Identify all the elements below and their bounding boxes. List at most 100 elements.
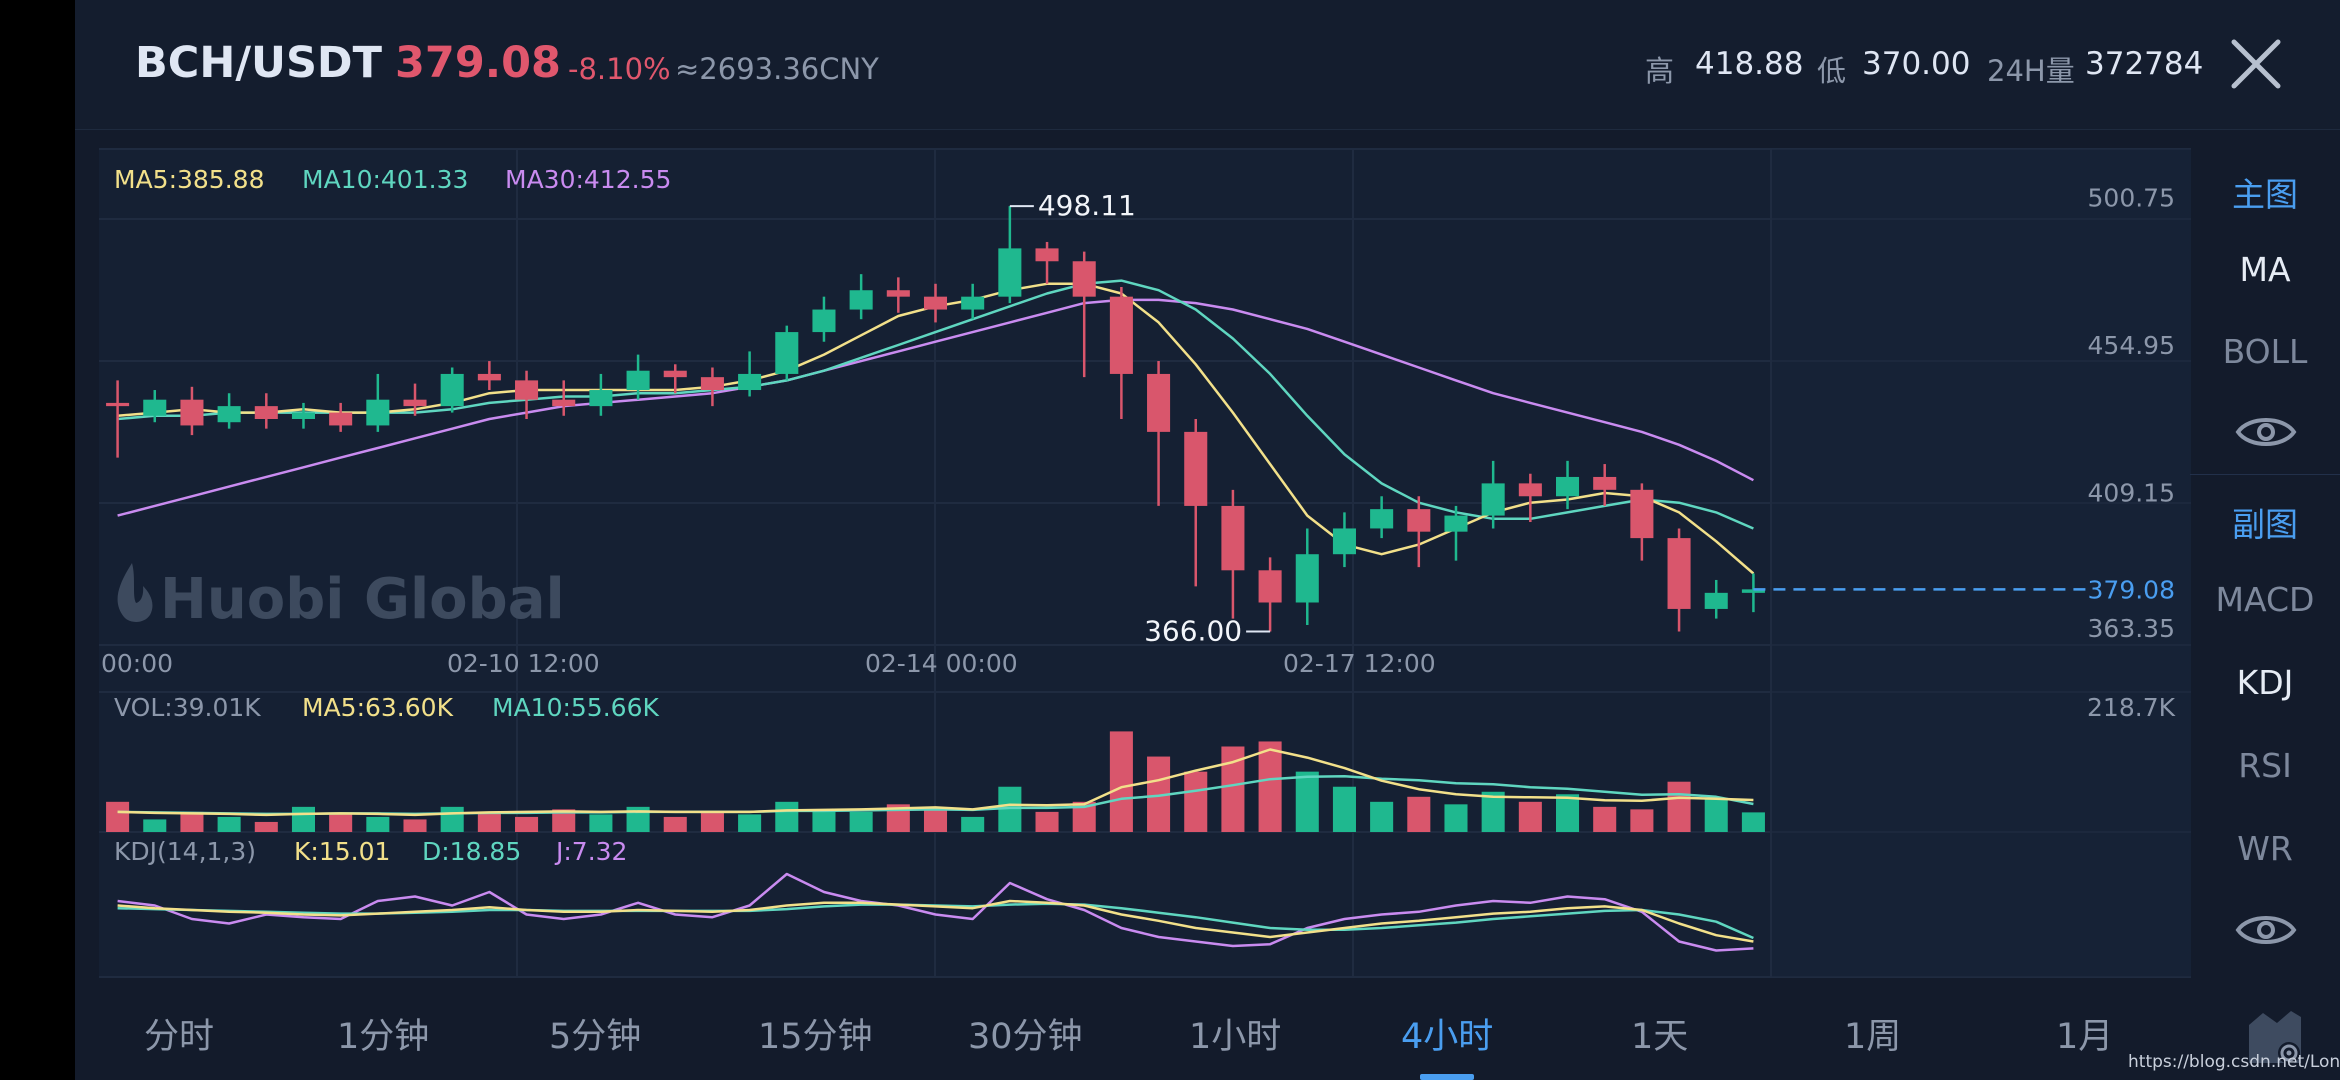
tab-4h[interactable]: 4小时 <box>1401 1017 1494 1057</box>
min-price-label: 366.00 <box>1144 614 1242 647</box>
volume-bar <box>886 804 910 832</box>
candle <box>329 402 353 432</box>
indicator-sidebar: 主图 MA BOLL 副图 MACD KDJ RSI WR <box>2190 148 2340 988</box>
candle-body <box>440 373 464 407</box>
price-cny: ≈2693.36CNY <box>675 52 879 86</box>
candle <box>1481 460 1505 529</box>
candle-body <box>1370 509 1394 529</box>
candle-body <box>329 412 353 426</box>
ma30-label: MA30:412.55 <box>505 165 671 194</box>
candle-body <box>1072 261 1096 297</box>
candle <box>1258 557 1282 632</box>
candle-body <box>849 290 873 310</box>
tab-1m[interactable]: 1月 <box>2056 1017 2114 1057</box>
candle <box>1593 464 1617 506</box>
candle <box>515 370 539 420</box>
watermark-logo-text: Huobi Global <box>160 567 565 632</box>
candle <box>1704 579 1728 619</box>
kdj-k-label: K:15.01 <box>294 837 390 866</box>
candle <box>440 367 464 413</box>
candle <box>1109 287 1133 420</box>
volume-bar <box>1295 771 1319 832</box>
price-tick-label: 454.95 <box>2088 331 2175 360</box>
chart-settings-icon[interactable] <box>2245 1005 2305 1067</box>
candle-body <box>1667 538 1691 609</box>
indicator-boll[interactable]: BOLL <box>2222 332 2308 371</box>
ticker-header: BCH/USDT 379.08 -8.10% ≈2693.36CNY 高 418… <box>75 0 2340 130</box>
candle <box>1630 483 1654 561</box>
trading-pair[interactable]: BCH/USDT <box>135 38 382 88</box>
volume-bar <box>1555 794 1580 832</box>
tab-timeline[interactable]: 分时 <box>144 1017 215 1057</box>
candle <box>589 373 613 416</box>
tab-1w[interactable]: 1周 <box>1844 1017 1902 1057</box>
tab-30min[interactable]: 30分钟 <box>968 1017 1083 1057</box>
volume-bar <box>849 811 873 832</box>
tab-15min[interactable]: 15分钟 <box>758 1017 873 1057</box>
candle <box>1147 361 1171 506</box>
volume-bar <box>961 816 985 832</box>
tab-1min[interactable]: 1分钟 <box>337 1017 430 1057</box>
indicator-ma[interactable]: MA <box>2239 250 2291 289</box>
volume-bar <box>1593 806 1617 832</box>
time-tick-label: 00:00 <box>101 649 173 678</box>
candle-body <box>1258 570 1282 603</box>
kdj-j-line <box>117 872 1754 952</box>
candle-body <box>552 399 576 407</box>
volume-bar <box>663 816 687 832</box>
close-icon[interactable] <box>2228 36 2284 92</box>
indicator-wr[interactable]: WR <box>2237 829 2293 868</box>
candle <box>1221 489 1245 619</box>
candle <box>886 277 910 313</box>
time-tick-label: 02-17 12:00 <box>1283 649 1436 678</box>
candle <box>1370 496 1394 539</box>
eye-icon[interactable] <box>2235 910 2297 950</box>
low-label: 低 <box>1817 54 1847 88</box>
indicator-rsi[interactable]: RSI <box>2238 746 2292 785</box>
time-axis: 00:00 02-10 12:00 02-14 00:00 02-17 12:00 <box>101 649 1436 678</box>
volume-bar <box>1444 804 1468 832</box>
high-label: 高 <box>1645 54 1675 88</box>
indicator-kdj[interactable]: KDJ <box>2236 663 2294 702</box>
volume-bar <box>738 814 762 832</box>
candle-body <box>1407 509 1431 532</box>
candle-body <box>1184 431 1208 506</box>
time-tick-label: 02-14 00:00 <box>865 649 1018 678</box>
eye-icon[interactable] <box>2235 412 2297 452</box>
candle <box>254 393 278 429</box>
tab-1d[interactable]: 1天 <box>1631 1017 1689 1057</box>
sidebar-divider <box>2190 474 2340 475</box>
tab-5min[interactable]: 5分钟 <box>549 1017 642 1057</box>
candle-body <box>1221 505 1245 571</box>
candle-body <box>217 406 241 423</box>
volume-bar <box>1184 771 1208 832</box>
volume-bar <box>403 819 427 832</box>
volume-bar <box>143 819 167 832</box>
tab-1h[interactable]: 1小时 <box>1189 1017 1282 1057</box>
volume-bar <box>477 811 501 832</box>
last-price-axis-label: 379.08 <box>2088 575 2175 604</box>
vol-ma5-label: MA5:63.60K <box>302 693 454 722</box>
volume-bar <box>440 806 464 832</box>
indicator-macd[interactable]: MACD <box>2215 580 2315 619</box>
volume-bar <box>1072 801 1096 832</box>
candles <box>106 206 1765 632</box>
main-chart-header: 主图 <box>2232 175 2298 214</box>
candle-body <box>1295 554 1319 603</box>
candle <box>775 325 799 381</box>
price-tick-label: 409.15 <box>2088 479 2175 508</box>
candle <box>143 390 167 423</box>
time-tick-label: 02-10 12:00 <box>447 649 600 678</box>
candle <box>291 402 316 429</box>
price-change-percent: -8.10% <box>568 52 671 86</box>
candle-body <box>254 406 278 420</box>
volume-bar <box>1518 801 1542 832</box>
volume-bar <box>812 809 836 832</box>
huobi-logo: Huobi Global <box>117 563 565 632</box>
candle-body <box>403 399 427 407</box>
candle <box>366 373 390 432</box>
candle-body <box>1444 515 1468 532</box>
candle-body <box>515 380 539 400</box>
volume-bar <box>366 816 390 832</box>
